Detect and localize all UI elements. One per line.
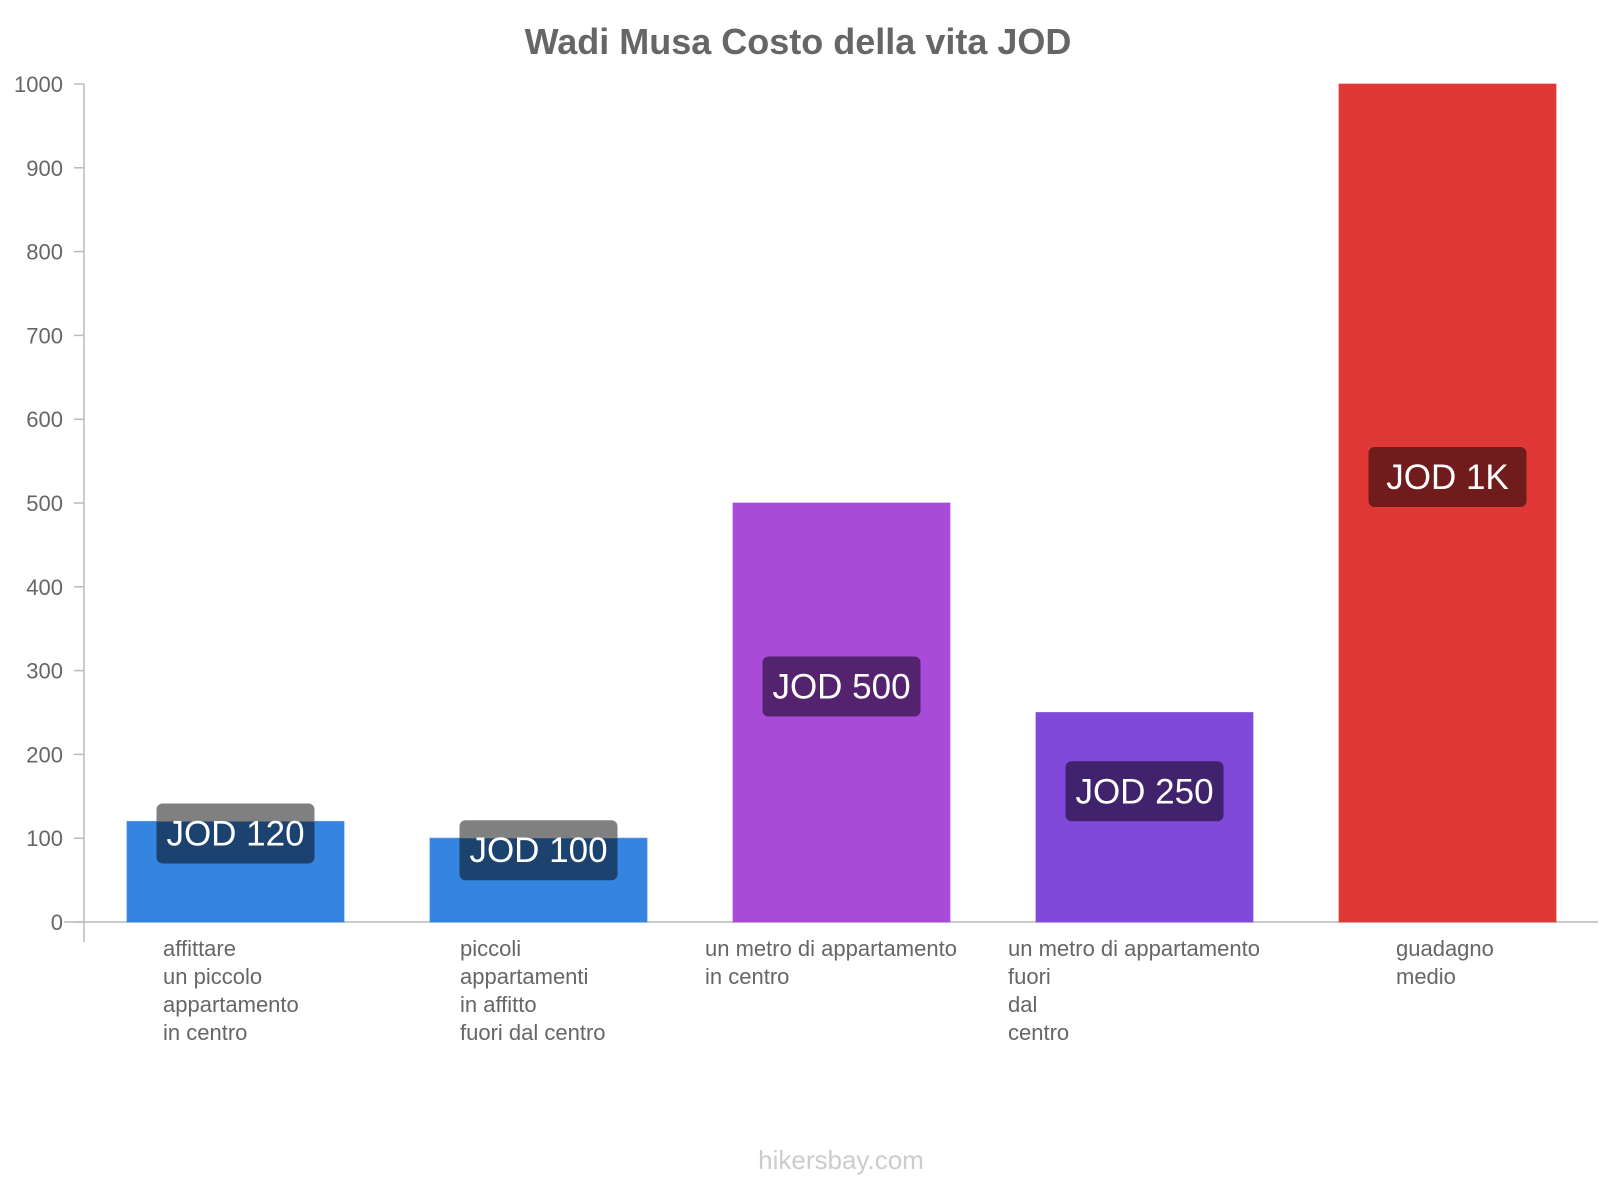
data-label-text: JOD 500 — [772, 668, 910, 707]
y-tick-label: 900 — [26, 156, 63, 181]
y-tick-label: 800 — [26, 240, 63, 265]
x-tick-label: guadagno medio — [1396, 936, 1494, 989]
x-tick-label-line: guadagno — [1396, 936, 1494, 961]
y-tick-label: 700 — [26, 323, 63, 348]
data-label-bg — [762, 656, 921, 717]
chart-title: Wadi Musa Costo della vita JOD — [525, 21, 1072, 62]
x-tick-label-line: appartamento — [163, 992, 299, 1017]
x-tick-label: piccoli appartamenti in affitto fuori dal c… — [460, 936, 606, 1045]
x-tick-label-line: un metro di appartamento — [1008, 936, 1260, 961]
data-label-text: JOD 1K — [1386, 458, 1509, 497]
data-label-text: JOD 100 — [469, 831, 607, 870]
y-tick-label: 300 — [26, 659, 63, 684]
x-tick-label-line: in centro — [163, 1020, 247, 1045]
x-tick-label: un metro di appartamento in centro — [705, 936, 957, 989]
data-label-text: JOD 250 — [1075, 772, 1213, 811]
data-label: JOD 250 — [1065, 761, 1224, 822]
y-tick-label: 500 — [26, 491, 63, 516]
data-labels: JOD 120 JOD 100 JOD 500 JOD 250 JOD 1K — [156, 447, 1527, 881]
x-tick-label: affittare un piccolo appartamento in centro — [163, 936, 299, 1045]
x-tick-label-line: piccoli — [460, 936, 521, 961]
x-tick-label-line: in affitto — [460, 992, 537, 1017]
y-tick-label: 100 — [26, 826, 63, 851]
y-tick-label: 400 — [26, 575, 63, 600]
x-tick-label-line: un piccolo — [163, 964, 262, 989]
x-tick-label-line: affittare — [163, 936, 236, 961]
data-label: JOD 1K — [1368, 447, 1527, 507]
x-tick-label-line: fuori dal centro — [460, 1020, 606, 1045]
category-labels: affittare un piccolo appartamento in centro… — [163, 936, 1494, 1045]
y-axis: 0 100 200 300 400 500 600 700 800 900 1000 — [14, 72, 85, 942]
footer-watermark: hikersbay.com — [758, 1145, 924, 1175]
data-label-bg — [1368, 447, 1527, 507]
x-tick-label-line: un metro di appartamento — [705, 936, 957, 961]
data-label-bg-overflow — [156, 803, 315, 822]
x-tick-label-line: centro — [1008, 1020, 1069, 1045]
data-label-bg — [459, 838, 618, 881]
x-tick-label-line: dal — [1008, 992, 1037, 1017]
y-tick-label: 1000 — [14, 72, 63, 97]
y-tick-label: 600 — [26, 407, 63, 432]
x-tick-label: un metro di appartamento fuori dal centro — [1008, 936, 1260, 1045]
x-tick-label-line: fuori — [1008, 964, 1051, 989]
x-tick-label-line: appartamenti — [460, 964, 588, 989]
data-label-bg — [156, 821, 315, 864]
data-label-text: JOD 120 — [166, 814, 304, 853]
data-label: JOD 100 — [459, 820, 618, 881]
data-label: JOD 500 — [762, 656, 921, 717]
x-tick-label-line: in centro — [705, 964, 789, 989]
x-tick-label-line: medio — [1396, 964, 1456, 989]
y-tick-label: 0 — [51, 910, 63, 935]
data-label-bg — [1065, 761, 1224, 822]
data-label-bg-overflow — [459, 820, 618, 839]
bars — [126, 83, 1557, 923]
data-label: JOD 120 — [156, 803, 315, 864]
y-tick-label: 200 — [26, 742, 63, 767]
